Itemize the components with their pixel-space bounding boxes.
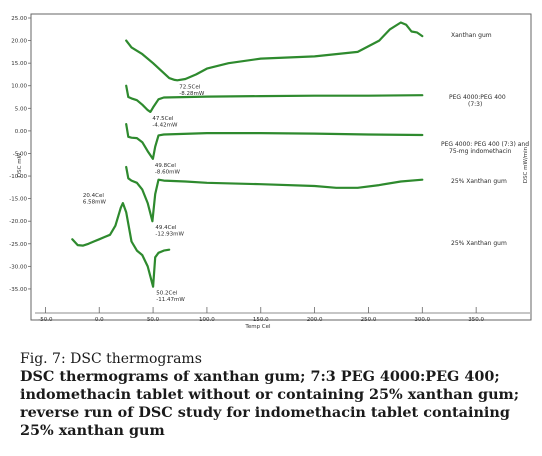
x-tick-label: 50.0 bbox=[147, 317, 160, 323]
x-tick-label: 350.0 bbox=[468, 317, 484, 323]
x-axis-ticks: -50.0 0.0 50.0 100.0 150.0 200.0 250.0 300.0 350… bbox=[38, 307, 485, 323]
caption-title: Fig. 7: DSC thermograms bbox=[20, 351, 202, 367]
curve-label: PEG 4000: PEG 400 (7:3) and 75-mg indomet… bbox=[441, 141, 529, 155]
figure-caption: Fig. 7: DSC thermograms DSC thermograms … bbox=[20, 351, 535, 440]
peak-annotation: 50.2Cel -11.47mW bbox=[156, 291, 185, 304]
y-tick-label: 15.00 bbox=[11, 61, 27, 67]
series-line-2 bbox=[125, 84, 424, 114]
y-axis-title-right: DSC mW/min bbox=[523, 146, 529, 183]
y-tick-label: -10.00 bbox=[9, 174, 27, 180]
y-tick-label: -25.00 bbox=[9, 242, 27, 248]
y-tick-label: -5.00 bbox=[13, 151, 28, 157]
y-tick-label: 20.00 bbox=[11, 39, 27, 45]
y-tick-label: 0.00 bbox=[15, 129, 28, 135]
plot-frame bbox=[30, 13, 532, 321]
caption-text: DSC thermograms of xanthan gum; 7:3 PEG … bbox=[20, 368, 520, 439]
curve-label: 25% Xanthan gum bbox=[451, 240, 507, 247]
x-tick-label: 150.0 bbox=[253, 317, 269, 323]
y-tick-label: 10.00 bbox=[11, 84, 27, 90]
y-tick-label: -15.00 bbox=[9, 197, 27, 203]
y-axis-ticks: 25.00 20.00 15.00 10.00 5.00 0.00 -5.00 -10.00 -… bbox=[9, 16, 31, 293]
curve-labels: Xanthan gum PEG 4000:PEG 400 (7:3) PEG 4000… bbox=[441, 32, 529, 247]
series-lines bbox=[71, 21, 424, 288]
y-tick-label: -30.00 bbox=[9, 264, 27, 270]
series-line-1 bbox=[125, 21, 424, 82]
curve-label: Xanthan gum bbox=[451, 32, 492, 39]
y-tick-label: -35.00 bbox=[9, 287, 27, 293]
series-line-5 bbox=[71, 202, 171, 288]
x-axis-title: Temp Cel bbox=[244, 324, 271, 330]
y-tick-label: 25.00 bbox=[11, 16, 27, 22]
x-tick-label: 250.0 bbox=[361, 317, 377, 323]
x-tick-label: 100.0 bbox=[199, 317, 215, 323]
y-tick-label: -20.00 bbox=[9, 219, 27, 225]
x-tick-label: -50.0 bbox=[38, 317, 53, 323]
peak-annotation: 49.8Cel -8.60mW bbox=[155, 163, 181, 176]
x-tick-label: 200.0 bbox=[307, 317, 323, 323]
y-tick-label: 5.00 bbox=[15, 106, 28, 112]
x-tick-label: 0.0 bbox=[95, 317, 104, 323]
peak-annotation: 47.5Cel -4.42mW bbox=[152, 116, 178, 129]
curve-label: 25% Xanthan gum bbox=[451, 178, 507, 185]
curve-label: PEG 4000:PEG 400 (7:3) bbox=[449, 94, 506, 108]
series-line-3 bbox=[125, 122, 424, 160]
peak-annotations: 72.5Cel -8.28mW 47.5Cel -4.42mW 49.8Cel -8.60… bbox=[83, 84, 205, 303]
peak-annotation: 72.5Cel -8.28mW bbox=[179, 84, 205, 97]
series-line-4 bbox=[125, 165, 424, 223]
peak-annotation: 49.4Cel -12.93mW bbox=[155, 225, 184, 238]
x-tick-label: 300.0 bbox=[414, 317, 430, 323]
y-axis-title-left: DSC mW bbox=[17, 152, 23, 177]
peak-annotation: 20.4Cel 6.58mW bbox=[83, 193, 107, 206]
